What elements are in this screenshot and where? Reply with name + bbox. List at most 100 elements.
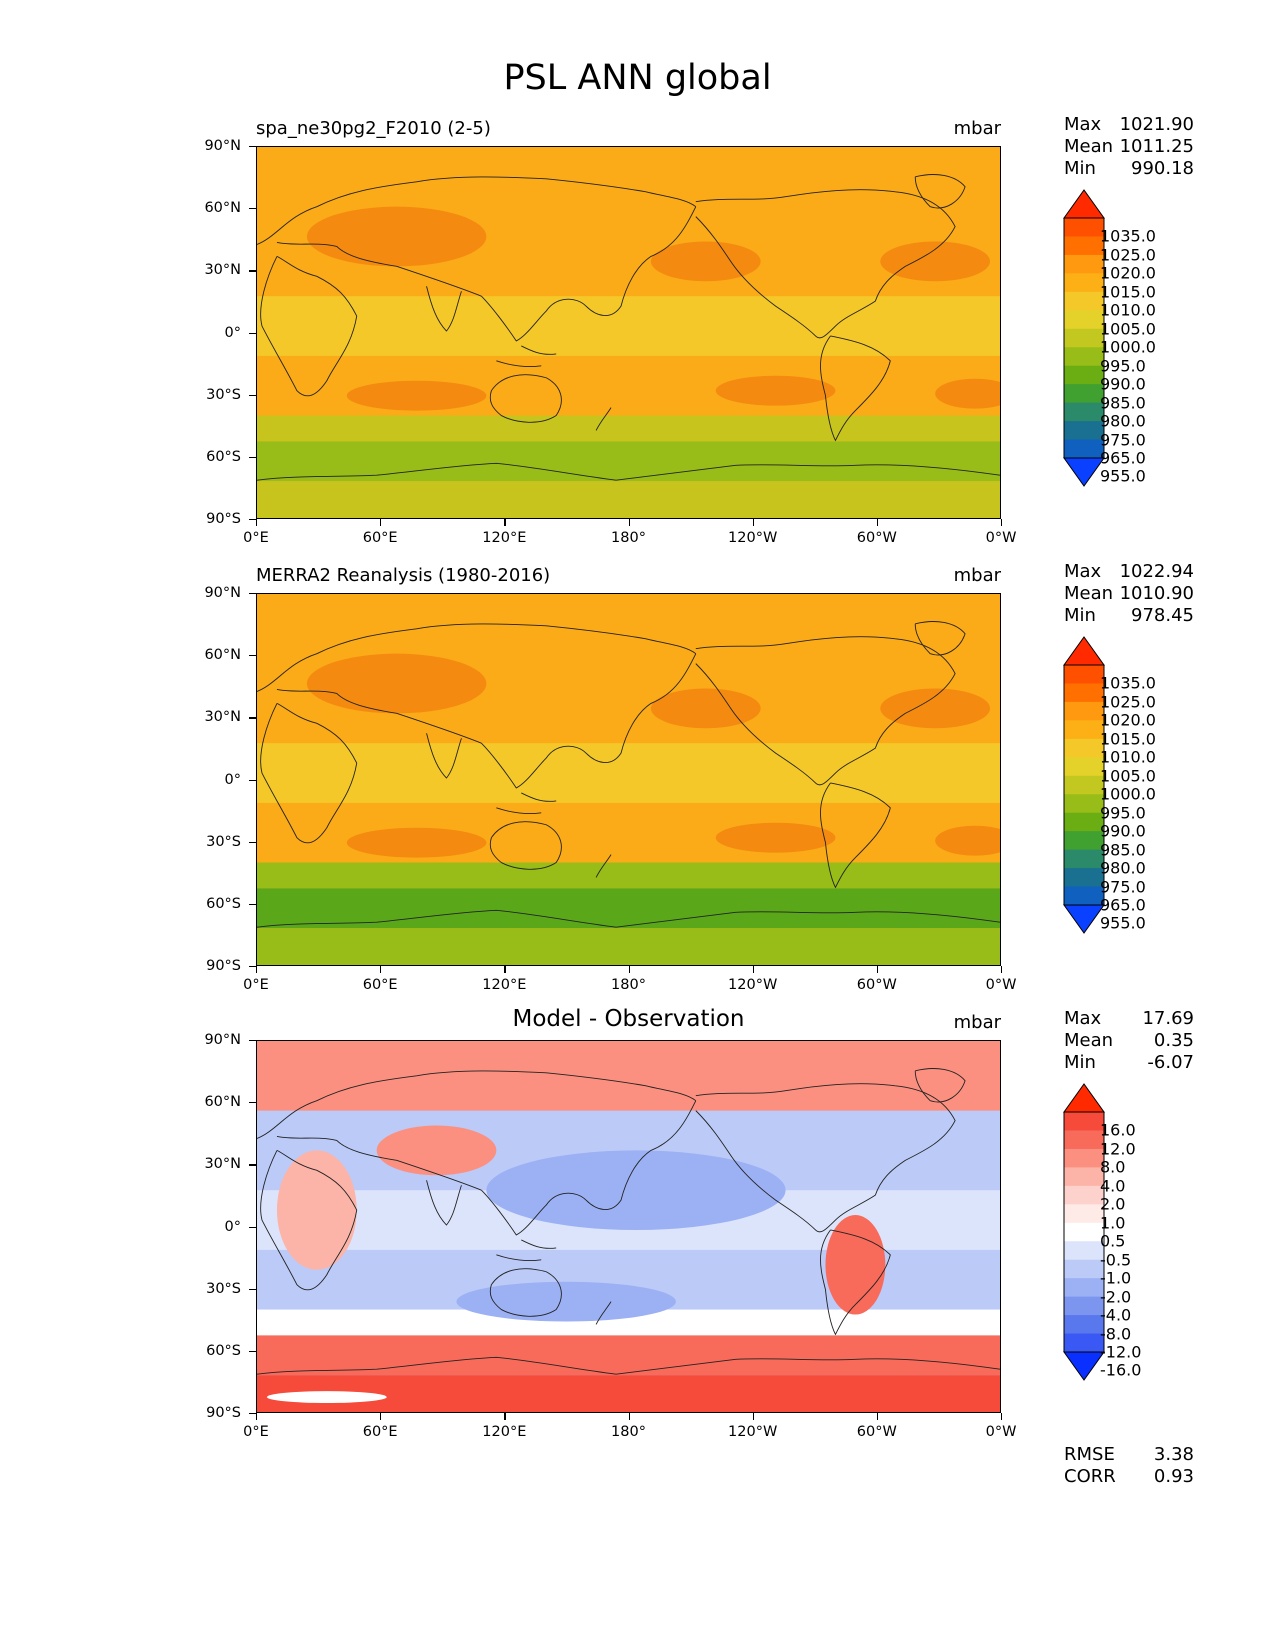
colorbar-bar — [1063, 1083, 1105, 1381]
colorbar-tick-label: 990.0 — [1100, 821, 1146, 841]
lat-tick-label: 0° — [224, 771, 241, 788]
colorbar-bar — [1063, 636, 1105, 934]
coastline — [496, 345, 557, 368]
lat-tick-label: 90°N — [204, 1032, 241, 1048]
rmse-value: 3.38 — [1153, 1444, 1194, 1465]
colorbar-segment — [1064, 439, 1104, 459]
stat-label: Mean — [1064, 1030, 1114, 1051]
colorbar-tick-label: 1035.0 — [1100, 673, 1156, 693]
coastline — [276, 689, 482, 744]
stat-row: Max 1022.94 — [1064, 561, 1194, 583]
coastline — [260, 256, 358, 397]
lon-tick-label: 60°W — [856, 530, 897, 546]
colorbar-tick-label: 980.0 — [1100, 858, 1146, 878]
lon-tick-label: 0°E — [243, 530, 269, 546]
colorbar-segment — [1064, 1185, 1104, 1205]
stat-label: Max — [1064, 114, 1102, 135]
colorbar-segment — [1064, 1112, 1104, 1131]
colorbar-segment — [1064, 701, 1104, 721]
colorbar-segment — [1064, 1241, 1104, 1261]
lon-tick-label: 120°W — [728, 530, 778, 546]
map-panel-2: MERRA2 Reanalysis (1980-2016) mbar 90°N 60°… — [0, 561, 1275, 1035]
lon-tick-label: 60°W — [856, 1424, 897, 1440]
lat-tick — [249, 717, 256, 719]
colorbar-tick-label: 965.0 — [1100, 895, 1146, 915]
siberian-high — [306, 206, 487, 267]
lon-tick — [380, 1413, 382, 1420]
map-plot-area — [256, 146, 1001, 519]
lat-tick — [249, 208, 256, 210]
colorbar-segment — [1064, 291, 1104, 311]
southern-band — [257, 862, 1000, 889]
lon-tick-label: 0°W — [985, 1424, 1017, 1440]
lat-tick — [249, 519, 256, 521]
indian-ocean-high — [346, 827, 487, 858]
lon-tick-label: 0°E — [243, 977, 269, 993]
lat-tick — [249, 903, 256, 906]
colorbar-tick-label: 1020.0 — [1100, 263, 1156, 283]
colorbar — [1062, 188, 1106, 488]
colorbar-segment — [1064, 236, 1104, 256]
coastline — [489, 821, 562, 870]
colorbar-segment — [1064, 1148, 1104, 1168]
colorbar-tick-label: 995.0 — [1100, 356, 1146, 376]
colorbar-segment — [1064, 794, 1104, 814]
map-plot-area — [256, 1040, 1001, 1413]
coastline — [595, 854, 612, 878]
lat-tick — [249, 841, 256, 843]
coastline — [695, 1083, 956, 1233]
lon-tick — [380, 966, 382, 973]
coastline — [257, 623, 697, 692]
lat-tick-label: 90°N — [204, 138, 241, 154]
lat-tick — [249, 593, 256, 595]
stat-row: Max 17.69 — [1064, 1008, 1194, 1030]
colorbar-segment — [1064, 1204, 1104, 1224]
map-field — [257, 594, 1000, 965]
summary-stats: Max 17.69 Mean 0.35 Min -6.07 — [1064, 1008, 1194, 1074]
lat-tick-label: 60°S — [206, 895, 241, 912]
units-label: mbar — [953, 118, 1001, 139]
lat-tick — [249, 655, 256, 657]
lon-tick-label: 120°W — [728, 977, 778, 993]
tropical-band — [257, 743, 1000, 803]
lat-tick-label: 90°S — [206, 958, 241, 974]
colorbar-tick-label: 965.0 — [1100, 448, 1146, 468]
lon-tick — [628, 519, 630, 526]
lon-tick — [256, 1413, 258, 1420]
colorbar-segment — [1064, 665, 1104, 684]
map-field — [257, 1041, 1000, 1412]
lat-tick-label: 90°S — [206, 1405, 241, 1421]
colorbar-tick-label: 2.0 — [1100, 1194, 1126, 1214]
stat-value: 1021.90 — [1119, 114, 1194, 135]
map-field — [257, 147, 1000, 518]
summary-stats: Max 1022.94 Mean 1010.90 Min 978.45 — [1064, 561, 1194, 627]
stat-value: -6.07 — [1147, 1052, 1194, 1073]
lat-tick-label: 60°N — [204, 1094, 241, 1111]
south-pacific-high — [715, 375, 836, 406]
units-label: mbar — [953, 565, 1001, 586]
colorbar-tick-label: 975.0 — [1100, 877, 1146, 897]
lon-tick-label: 0°W — [985, 977, 1017, 993]
map-panel-1: spa_ne30pg2_F2010 (2-5) mbar 90°N 60°N 30°N 0… — [0, 114, 1275, 588]
coastline — [914, 621, 966, 656]
lat-tick-label: 0° — [224, 1218, 241, 1235]
colorbar-tick-label: 955.0 — [1100, 913, 1146, 933]
lon-tick — [752, 1413, 754, 1420]
stat-value: 1022.94 — [1119, 561, 1194, 582]
colorbar-tick-label: 975.0 — [1100, 430, 1146, 450]
colorbar-tick-label: 16.0 — [1100, 1120, 1136, 1140]
stat-value: 990.18 — [1131, 158, 1194, 179]
colorbar-segment — [1064, 365, 1104, 385]
colorbar-tick-label: -4.0 — [1100, 1305, 1132, 1325]
lat-tick-label: 60°S — [206, 1342, 241, 1359]
colorbar-segment — [1064, 1333, 1104, 1353]
lat-tick — [249, 966, 256, 968]
colorbar-tick-label: 1000.0 — [1100, 784, 1156, 804]
panel-title: spa_ne30pg2_F2010 (2-5) — [256, 118, 491, 139]
coastline — [257, 176, 697, 245]
colorbar-tick-label: 1020.0 — [1100, 710, 1156, 730]
panel-title: Model - Observation — [512, 1006, 745, 1032]
lat-tick-label: 30°N — [204, 262, 241, 279]
stat-label: Min — [1064, 605, 1096, 626]
coastline — [914, 174, 966, 209]
